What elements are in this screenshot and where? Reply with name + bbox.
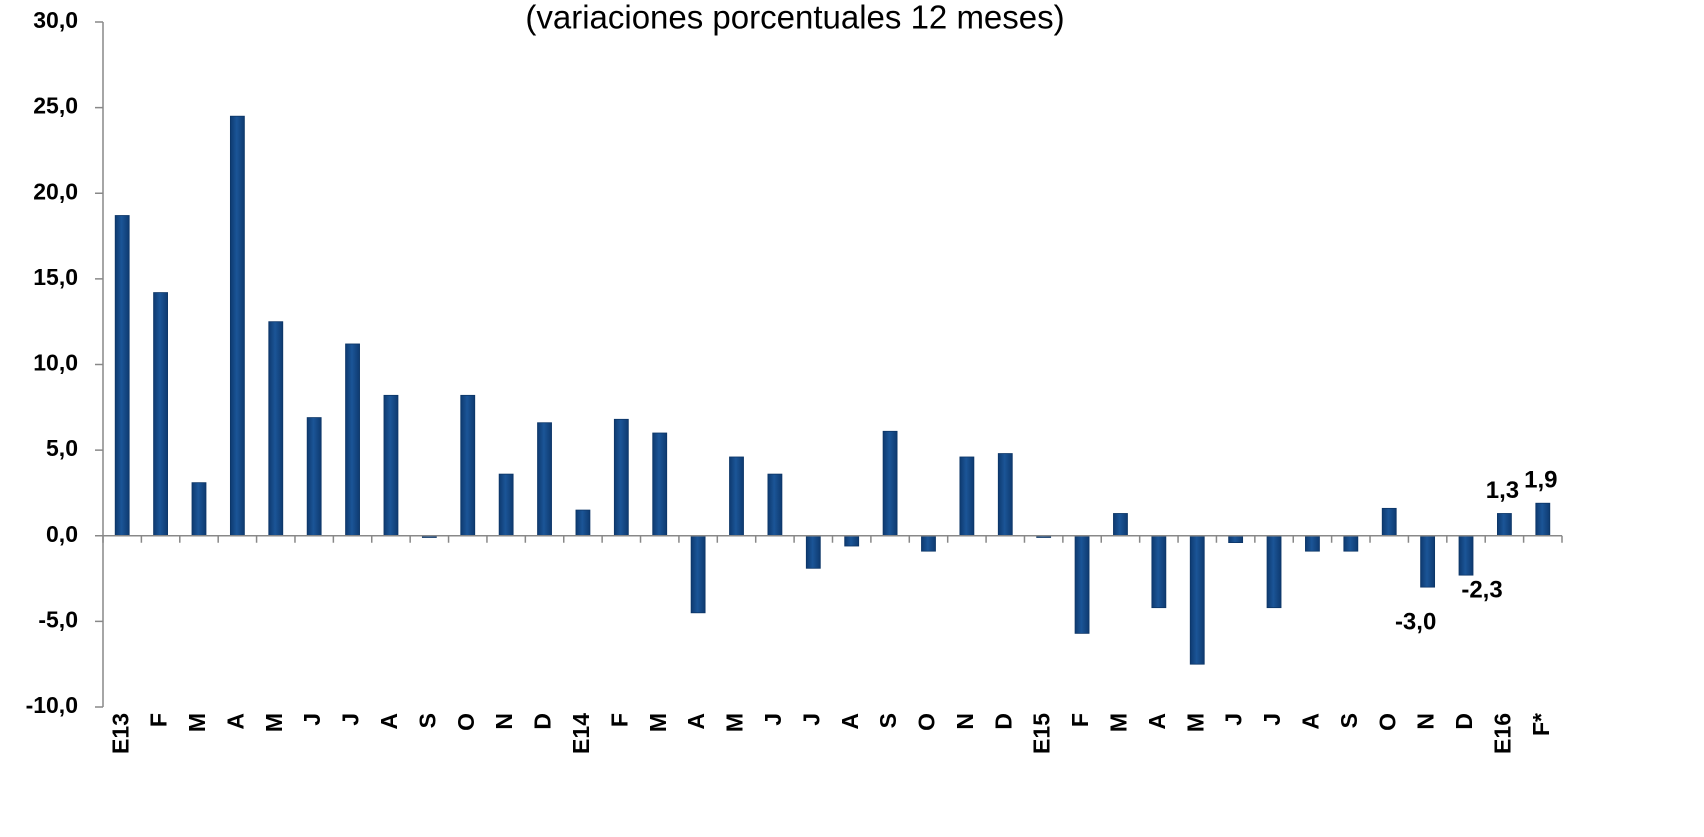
x-tick-label: J: [798, 713, 824, 726]
bar: [1381, 507, 1397, 537]
bar: [767, 473, 783, 537]
x-tick-label: J: [1259, 713, 1285, 726]
x-tick-label: F: [146, 713, 172, 727]
y-tick-label: 25,0: [33, 93, 78, 119]
y-tick-label: 20,0: [33, 178, 78, 204]
bar: [498, 473, 514, 537]
x-tick-label: A: [222, 713, 248, 730]
x-tick-label: F: [606, 713, 632, 727]
x-tick-label: E14: [568, 713, 594, 754]
data-label: 1,3: [1486, 477, 1519, 504]
x-tick-label: J: [1221, 713, 1247, 726]
x-tick-label: M: [722, 713, 748, 732]
x-tick-label: S: [414, 713, 440, 728]
bar: [1535, 502, 1551, 537]
x-tick-label: D: [1451, 713, 1477, 730]
bar: [1151, 535, 1167, 609]
bar: [805, 535, 821, 569]
bar: [1305, 535, 1320, 552]
bar: [1266, 535, 1282, 609]
x-tick-label: A: [683, 713, 709, 730]
bar: [1343, 535, 1359, 552]
x-tick-label: N: [1413, 713, 1439, 730]
y-tick-label: 10,0: [33, 350, 78, 376]
x-tick-label: F: [1067, 713, 1093, 727]
bar: [729, 456, 744, 537]
x-tick-label: M: [1182, 713, 1208, 732]
bar: [460, 394, 476, 537]
x-tick-label: J: [299, 713, 325, 726]
data-label: -2,3: [1461, 576, 1502, 603]
x-tick-label: E16: [1489, 713, 1515, 754]
y-tick-label: -5,0: [38, 606, 78, 632]
bar: [882, 430, 898, 537]
x-tick-label: N: [952, 713, 978, 730]
bar: [575, 509, 591, 537]
x-tick-label: A: [837, 713, 863, 730]
bar: [383, 394, 399, 537]
bar: [306, 417, 322, 537]
x-tick-label: E13: [107, 713, 133, 754]
x-tick-label: S: [1336, 713, 1362, 728]
x-tick-label: D: [530, 713, 556, 730]
bar: [153, 292, 168, 537]
bar: [1497, 513, 1512, 537]
x-tick-label: S: [875, 713, 901, 728]
bar: [1228, 535, 1244, 543]
y-tick-label: 0,0: [46, 521, 78, 547]
bar: [652, 432, 668, 537]
bar: [191, 482, 207, 537]
bar: [1113, 513, 1128, 537]
bar: [613, 418, 629, 537]
bar: [537, 422, 552, 537]
x-tick-label: A: [376, 713, 402, 730]
x-tick-label: E15: [1029, 713, 1055, 754]
x-tick-label: A: [1144, 713, 1170, 730]
x-tick-label: O: [453, 713, 479, 731]
bar: [921, 535, 936, 552]
y-tick-label: 15,0: [33, 264, 78, 290]
chart-title: (variaciones porcentuales 12 meses): [525, 0, 1064, 36]
x-tick-label: J: [760, 713, 786, 726]
bar: [1189, 535, 1205, 665]
x-tick-label: M: [645, 713, 671, 732]
x-tick-label: J: [338, 713, 364, 726]
data-label: -3,0: [1395, 608, 1436, 635]
bar: [268, 321, 284, 537]
x-tick-label: F*: [1528, 713, 1554, 736]
y-tick-label: 5,0: [46, 435, 78, 461]
data-label: 1,9: [1524, 467, 1557, 494]
y-tick-label: -10,0: [26, 692, 78, 718]
bar: [959, 456, 975, 537]
bar: [1458, 535, 1474, 576]
bar: [690, 535, 706, 614]
bar: [997, 453, 1013, 537]
bar: [844, 535, 860, 547]
bar: [229, 115, 245, 537]
x-tick-label: O: [914, 713, 940, 731]
x-tick-label: O: [1374, 713, 1400, 731]
bar: [114, 215, 130, 537]
bar: [1074, 535, 1090, 634]
x-tick-label: N: [491, 713, 517, 730]
y-tick-label: 30,0: [33, 7, 78, 33]
x-tick-label: A: [1298, 713, 1324, 730]
bar: [345, 343, 360, 537]
x-tick-label: M: [184, 713, 210, 732]
bar: [1420, 535, 1436, 588]
x-tick-label: M: [1106, 713, 1132, 732]
x-tick-label: M: [261, 713, 287, 732]
x-tick-label: D: [990, 713, 1016, 730]
